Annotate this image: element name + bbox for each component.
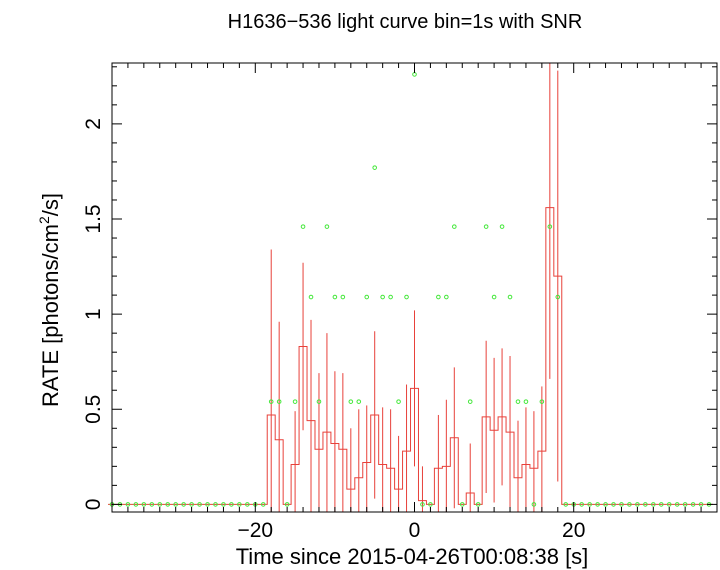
y-axis-label-unit: /s] <box>38 193 63 216</box>
snr-point <box>221 502 226 507</box>
snr-point <box>308 294 314 300</box>
chart-title: H1636−536 light curve bin=1s with SNR <box>228 11 583 33</box>
snr-point <box>332 294 338 300</box>
snr-point <box>141 502 147 507</box>
snr-point <box>603 502 608 507</box>
snr-point <box>133 502 139 507</box>
snr-point <box>300 224 306 229</box>
x-tick-label: 20 <box>562 519 585 542</box>
snr-point <box>181 502 186 507</box>
snr-point <box>149 502 155 507</box>
snr-point <box>627 502 632 507</box>
snr-point <box>428 502 433 507</box>
snr-point <box>698 502 704 507</box>
series-layer <box>108 63 714 512</box>
snr-point <box>651 502 656 507</box>
snr-point <box>563 502 569 507</box>
snr-point <box>555 294 561 300</box>
snr-point <box>173 502 178 507</box>
snr-point <box>388 294 393 300</box>
snr-point <box>364 294 370 300</box>
snr-point <box>452 224 457 229</box>
snr-point <box>515 399 521 404</box>
snr-point <box>491 294 497 300</box>
snr-point <box>205 502 210 507</box>
snr-point <box>372 165 377 170</box>
snr-point <box>635 502 640 507</box>
snr-point <box>690 502 696 507</box>
snr-point <box>404 294 409 300</box>
snr-point <box>213 502 218 507</box>
snr-point <box>237 502 242 507</box>
y-tick-label: 1.5 <box>82 204 105 233</box>
y-tick-label: 0.5 <box>82 395 105 424</box>
snr-point <box>292 399 298 404</box>
snr-point <box>595 502 600 507</box>
snr-point <box>165 502 171 507</box>
snr-point <box>523 399 529 404</box>
snr-point <box>587 502 592 507</box>
snr-point <box>499 224 505 229</box>
snr-point <box>276 399 282 404</box>
snr-point <box>125 502 131 507</box>
snr-point <box>324 224 330 229</box>
ticks-layer: −20 0 20 0 0.5 1 1.5 2 <box>82 63 718 542</box>
snr-point <box>674 502 680 507</box>
y-tick-label: 2 <box>82 118 105 130</box>
snr-point <box>348 399 354 404</box>
snr-point <box>380 294 385 300</box>
x-tick-label: −20 <box>237 519 273 542</box>
snr-point <box>268 399 274 404</box>
snr-point <box>197 502 202 507</box>
snr-point <box>658 502 664 507</box>
snr-point <box>340 294 346 300</box>
y-tick-label: 0 <box>82 499 105 511</box>
y-axis-label-superscript: 2 <box>36 216 52 224</box>
y-tick-label: 1 <box>82 308 105 320</box>
snr-point <box>260 502 266 507</box>
snr-point <box>579 502 584 507</box>
snr-point <box>316 399 322 404</box>
rate-step-line <box>108 207 714 505</box>
x-tick-label: 0 <box>409 519 421 542</box>
y-axis-label-main: RATE [photons/cm <box>38 224 63 407</box>
snr-point <box>531 502 537 507</box>
snr-point <box>507 294 513 300</box>
snr-point <box>682 502 688 507</box>
snr-point <box>444 294 449 300</box>
snr-point <box>436 294 441 300</box>
y-axis-label: RATE [photons/cm2/s] <box>36 193 63 407</box>
snr-point <box>467 399 473 404</box>
snr-point <box>666 502 672 507</box>
snr-point <box>643 502 648 507</box>
snr-point <box>396 399 401 404</box>
snr-point <box>547 224 553 229</box>
snr-point <box>483 224 489 229</box>
snr-point <box>157 502 163 507</box>
snr-point <box>189 502 194 507</box>
snr-point <box>420 502 425 507</box>
snr-point <box>229 502 234 507</box>
snr-point <box>245 502 250 507</box>
snr-point <box>356 399 362 404</box>
snr-point <box>459 502 465 507</box>
snr-point <box>619 502 624 507</box>
snr-point <box>611 502 616 507</box>
snr-point <box>539 399 545 404</box>
snr-point <box>412 72 417 77</box>
x-axis-label: Time since 2015-04-26T00:08:38 [s] <box>236 544 589 569</box>
snr-point <box>284 502 290 507</box>
snr-point <box>475 502 481 507</box>
